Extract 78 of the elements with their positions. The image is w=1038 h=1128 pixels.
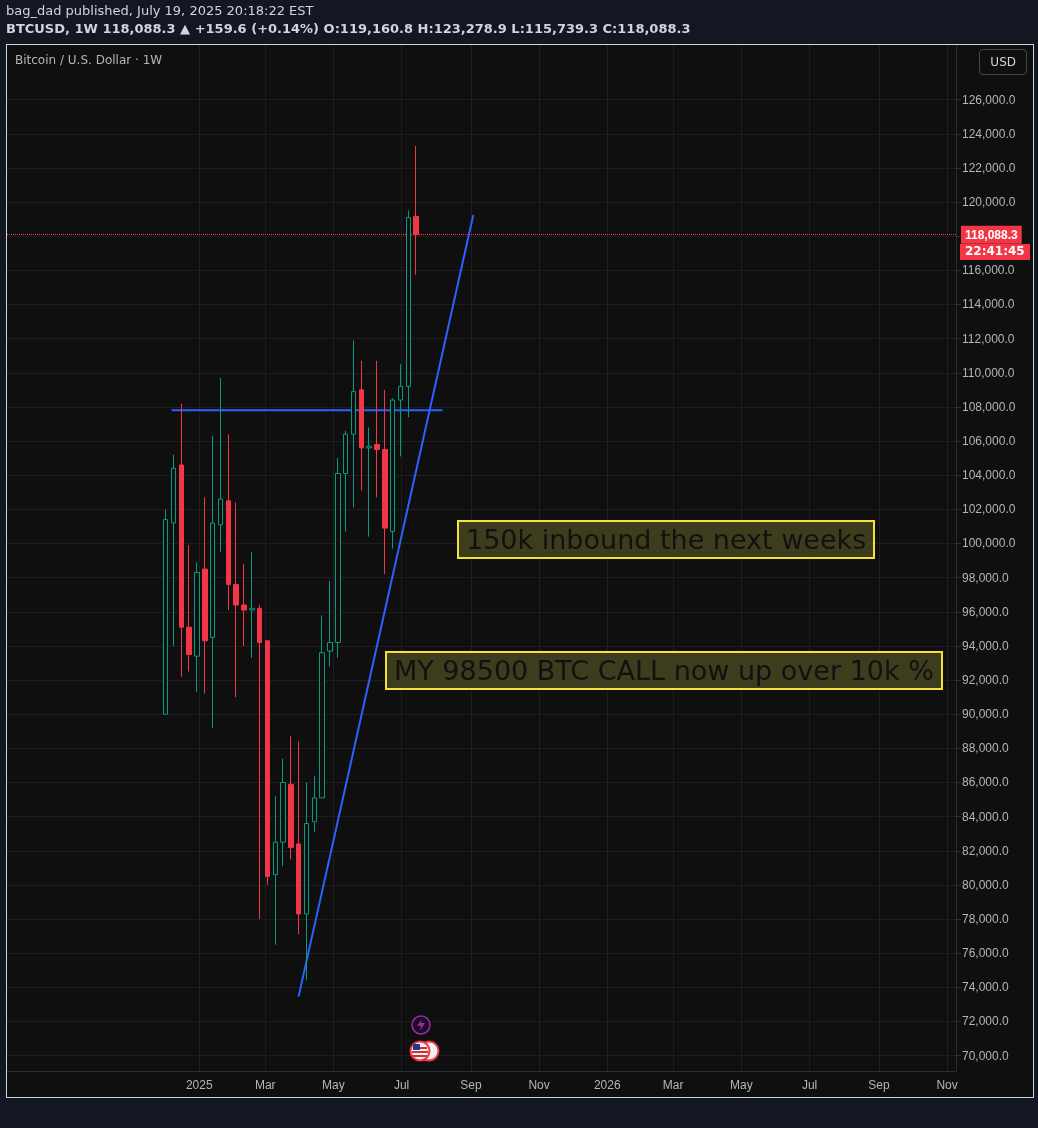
x-tick-label: Nov (936, 1078, 958, 1092)
y-tick-label: 96,000.0 (962, 604, 1010, 619)
candlestick (210, 435, 215, 729)
y-tick-label: 112,000.0 (962, 331, 1015, 346)
candlestick (351, 339, 356, 509)
candlestick (288, 735, 294, 860)
chart-subtitle: BTCUSD, 1W 118,088.3 ▲ +159.6 (+0.14%) O:119,160.8 H:123,278.9 L:115,739.3 C:118,088.3 (6, 21, 691, 36)
y-tick-label: 78,000.0 (962, 912, 1010, 927)
x-tick-label: May (322, 1078, 345, 1092)
candlestick (249, 551, 255, 659)
candlestick (359, 360, 364, 492)
x-tick-label: Sep (868, 1078, 890, 1092)
candlestick (233, 502, 239, 698)
candlestick (374, 360, 380, 498)
candlestick (398, 363, 403, 457)
x-tick-label: Sep (460, 1078, 482, 1092)
y-tick-label: 84,000.0 (962, 809, 1010, 824)
candlestick (186, 544, 192, 673)
y-tick-label: 88,000.0 (962, 741, 1010, 756)
y-tick-label: 98,000.0 (962, 570, 1010, 585)
candlestick (179, 403, 184, 678)
candlestick (343, 430, 348, 533)
candlestick (265, 640, 270, 886)
candlestick (241, 563, 247, 647)
candlestick (226, 433, 231, 611)
y-tick-label: 92,000.0 (962, 673, 1010, 688)
x-tick-label: 2026 (593, 1078, 621, 1092)
x-tick-label: May (730, 1078, 753, 1092)
y-tick-label: 102,000.0 (962, 502, 1016, 517)
candlestick (218, 377, 223, 553)
y-tick-label: 94,000.0 (962, 638, 1010, 653)
y-tick-label: 74,000.0 (962, 980, 1010, 995)
y-tick-label: 114,000.0 (962, 297, 1015, 312)
y-tick-label: 120,000.0 (962, 195, 1016, 210)
candlestick (257, 604, 262, 920)
x-tick-label: Nov (528, 1078, 550, 1092)
y-tick-label: 90,000.0 (962, 707, 1010, 722)
y-tick-label: 86,000.0 (962, 775, 1010, 790)
y-tick-label: 82,000.0 (962, 843, 1010, 858)
y-tick-label: 70,000.0 (962, 1048, 1010, 1063)
y-tick-label: 72,000.0 (962, 1014, 1010, 1029)
ref-line-label: 118,088.3 (965, 227, 1019, 242)
annotation: Bitcoin / U.S. Dollar · 1W (15, 53, 163, 67)
candlestick (304, 781, 309, 982)
candlestick (312, 775, 317, 833)
y-tick-label: 126,000.0 (962, 92, 1016, 107)
y-tick-label: 104,000.0 (962, 468, 1016, 483)
x-tick-label: Mar (254, 1078, 276, 1092)
candlestick (335, 457, 341, 659)
candlestick (194, 561, 200, 693)
candlestick (406, 210, 411, 418)
x-tick-label: 2025 (185, 1078, 213, 1092)
y-tick-label: 122,000.0 (962, 160, 1016, 175)
candlestick (390, 397, 395, 550)
candlestick (327, 580, 333, 667)
y-tick-label: 116,000.0 (962, 263, 1015, 278)
x-tick-label: Mar (662, 1078, 684, 1092)
candlestick (319, 614, 325, 799)
text: USD (979, 49, 1027, 75)
y-tick-label: 80,000.0 (962, 877, 1010, 892)
candlestick (202, 496, 208, 695)
candlestick (171, 454, 176, 647)
y-tick-label: 108,000.0 (962, 399, 1016, 414)
text: 22:41:45 (960, 243, 1030, 260)
candlestick (296, 741, 301, 935)
candlestick (273, 795, 278, 946)
y-tick-label: 106,000.0 (962, 434, 1016, 449)
y-tick-label: 110,000.0 (962, 365, 1015, 380)
candlestick (280, 758, 286, 867)
chart-title: bag_dad published, July 19, 2025 20:18:22 EST (6, 3, 314, 18)
candlestick (366, 426, 372, 538)
candlestick (382, 389, 388, 575)
candlestick (163, 508, 168, 715)
y-tick-label: 124,000.0 (962, 126, 1016, 141)
y-tick-label: 100,000.0 (962, 536, 1016, 551)
y-tick-label: 76,000.0 (962, 946, 1010, 961)
x-tick-label: Jul (393, 1078, 410, 1092)
x-tick-label: Jul (801, 1078, 818, 1092)
